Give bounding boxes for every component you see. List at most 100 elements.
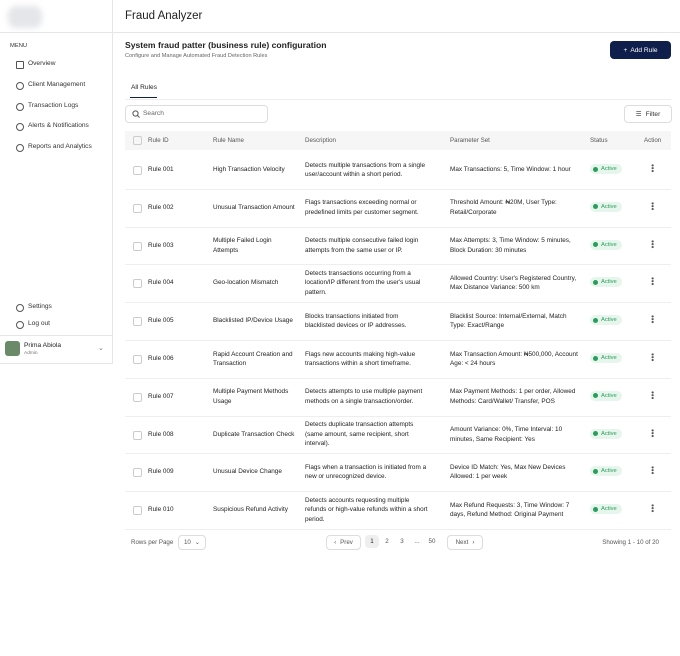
row-divider [125,302,671,304]
rule-name: Multiple Failed Login Attempts [213,237,272,254]
parameter-set: Blacklist Source: Internal/External, Mat… [450,312,567,330]
column-header: Rule Name [213,137,244,144]
filter-button[interactable]: ☰ Filter [624,105,672,123]
add-rule-label: Add Rule [630,46,658,54]
action-menu[interactable]: ••• [648,315,657,324]
filter-icon: ☰ [635,111,642,118]
checkbox[interactable] [133,279,142,289]
search-box[interactable]: Search [125,105,268,123]
checkbox[interactable] [133,317,142,327]
checkbox[interactable] [133,468,142,478]
action-menu[interactable]: ••• [648,239,657,248]
column-header: Rule ID [148,137,169,144]
status-label: Active [601,166,617,172]
status-label: Active [601,506,617,513]
action-menu[interactable]: ••• [648,428,657,437]
status-pill: Active [590,390,622,401]
add-rule-button[interactable]: + Add Rule [610,41,671,59]
checkbox[interactable] [133,506,142,516]
checkbox[interactable] [133,203,142,213]
status-icon [593,166,598,172]
nav-item[interactable]: Reports and Analytics [28,143,92,151]
rule-name: Unusual Device Change [213,468,282,476]
tab[interactable]: All Rules [131,84,158,91]
action-menu[interactable]: ••• [648,277,657,286]
rule-name: Blacklisted IP/Device Usage [213,317,293,325]
column-header: Action [644,137,662,144]
status-icon [593,279,598,285]
row-divider [125,491,671,493]
nav-icon [16,144,24,153]
user-name: Prima Abiola [24,342,62,349]
rows-per-page-label: Rows per Page [131,539,174,546]
status-icon [593,355,598,361]
checkbox[interactable] [133,136,142,145]
row-divider [125,340,671,341]
checkbox[interactable] [133,241,142,251]
chevron[interactable]: ⌄ [98,345,104,352]
checkbox[interactable] [133,430,142,440]
menu-label: MENU [10,43,28,49]
nav-icon [16,102,24,111]
rule-description: Detects duplicate transaction attempts (… [305,421,414,448]
rule-name: Multiple Payment Methods Usage [213,388,289,405]
page-button[interactable]: ... [414,538,420,545]
nav-item[interactable]: Overview [28,60,56,67]
next-button[interactable]: Next › [447,535,483,550]
status-label: Active [601,279,617,286]
rule-id: Rule 002 [148,203,174,211]
rule-name: Unusual Transaction Amount [213,203,295,211]
action-menu[interactable]: ••• [648,201,657,211]
parameter-set: Max Refund Requests: 3, Time Window: 7 d… [450,501,570,519]
row-divider [125,264,671,266]
action-menu[interactable]: ••• [648,164,657,173]
nav-item[interactable]: Client Management [28,80,86,88]
rule-description: Blocks transactions initiated from black… [305,312,407,330]
action-menu[interactable]: ••• [648,504,657,513]
page-title: System fraud patter (business rule) conf… [125,40,327,50]
avatar [5,341,20,356]
nav-item[interactable]: Settings [28,303,52,310]
rule-id: Rule 001 [148,166,174,173]
status-pill: Active [590,239,622,250]
nav-item[interactable]: Transaction Logs [28,101,79,109]
status-label: Active [601,317,617,324]
action-menu[interactable]: ••• [648,353,657,362]
checkbox[interactable] [133,392,142,402]
rule-description: Detects accounts requesting multiple ref… [305,496,428,523]
page-subtitle: Configure and Manage Automated Fraud Det… [125,53,268,59]
search-placeholder: Search [143,110,164,117]
rule-id: Rule 010 [148,506,174,514]
divider [113,32,680,33]
status-label: Active [601,468,617,475]
row-divider [125,529,671,530]
checkbox[interactable] [133,166,142,175]
action-menu[interactable]: ••• [648,390,657,400]
rows-per-page-select[interactable]: 10 ⌄ [178,535,206,550]
action-menu[interactable]: ••• [648,466,657,475]
row-divider [125,226,671,228]
rule-description: Flags transactions exceeding normal or p… [305,199,419,216]
page-button[interactable]: 2 [385,538,389,545]
rule-id: Rule 006 [148,355,174,362]
rule-id: Rule 005 [148,317,174,325]
nav-icon [16,304,24,312]
nav-item[interactable]: Alerts & Notifications [28,122,89,130]
rule-id: Rule 004 [148,279,174,287]
status-label: Active [601,241,617,248]
page-button[interactable]: 50 [428,538,436,545]
status-icon [593,468,598,474]
status-icon [593,506,598,512]
nav-icon [16,61,24,69]
nav-item[interactable]: Log out [28,320,50,327]
checkbox[interactable] [133,355,142,364]
page-button[interactable]: 1 [365,535,379,548]
showing-text: Showing 1 - 10 of 20 [602,539,659,546]
page-button[interactable]: 3 [400,538,404,545]
filter-label: Filter [645,110,661,118]
prev-label: Prev [340,539,353,546]
rule-description: Detects multiple transactions from a sin… [305,161,426,179]
rule-description: Detects multiple consecutive failed logi… [305,237,419,254]
prev-button[interactable]: ‹ Prev [326,535,361,550]
rule-name: Duplicate Transaction Check [213,430,295,438]
